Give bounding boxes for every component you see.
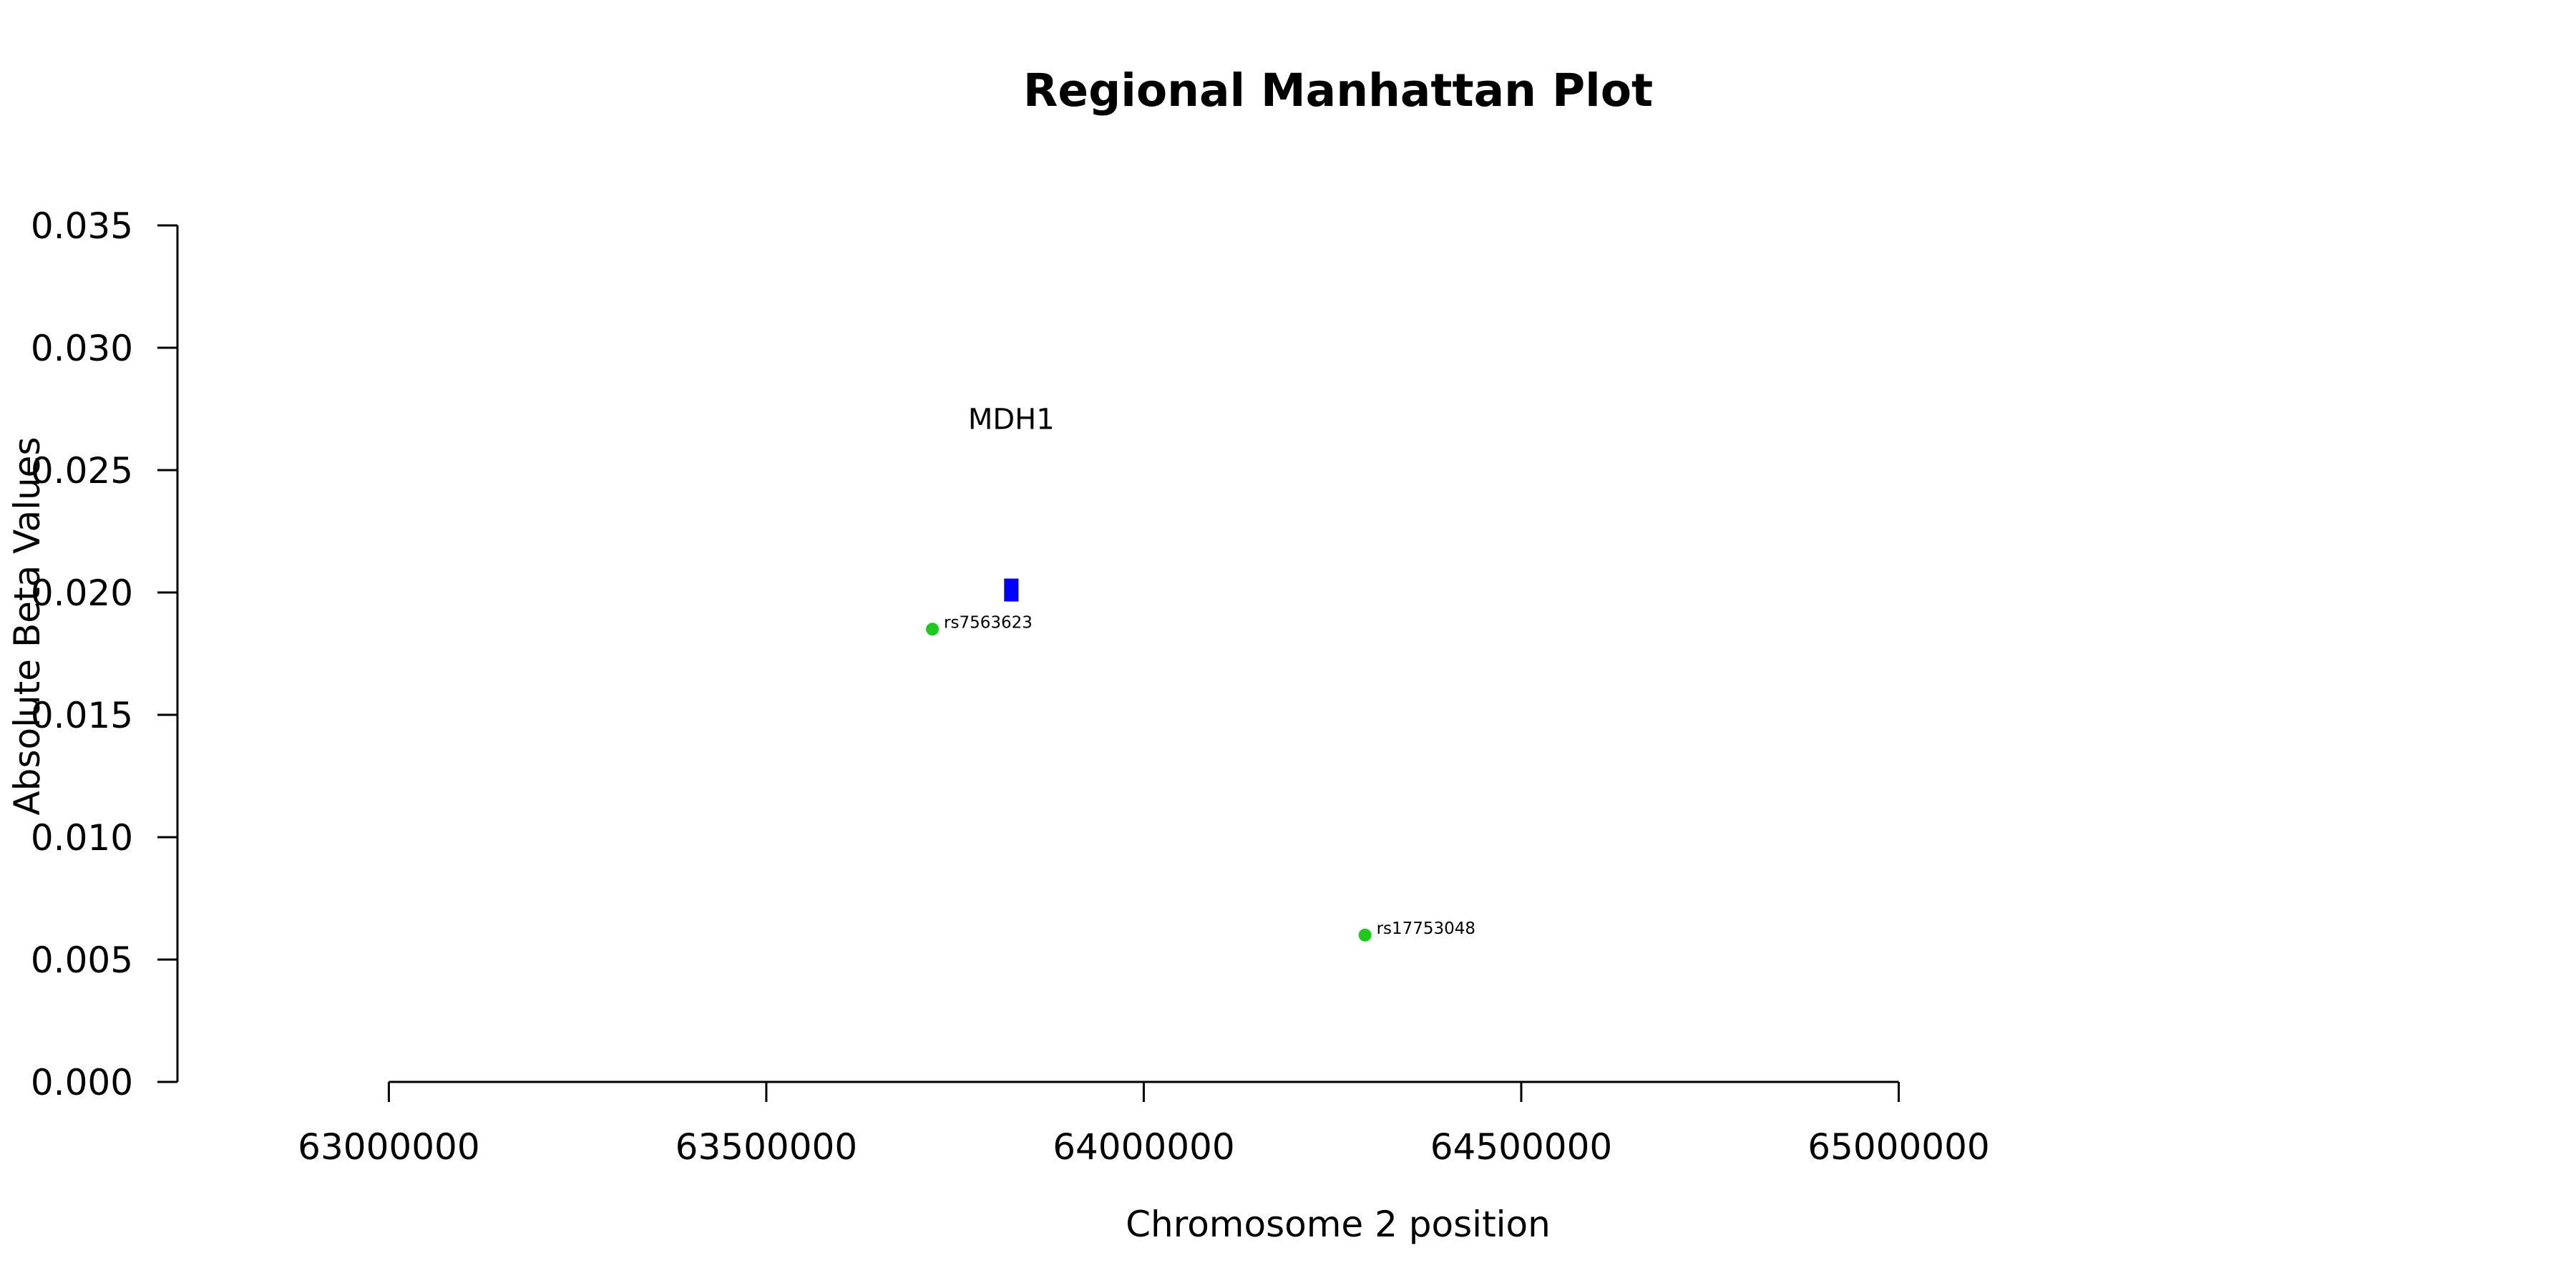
x-tick-label: 65000000: [1807, 1126, 1990, 1168]
y-tick-label: 0.025: [31, 450, 133, 492]
snp-label: rs17753048: [1377, 919, 1476, 938]
x-axis: 63000000 63500000 64000000 64500000 65000000: [298, 1080, 1990, 1168]
y-tick-label: 0.005: [31, 940, 133, 981]
x-tick-label: 63000000: [298, 1126, 480, 1168]
gene-marker: [1004, 578, 1019, 602]
snp-point: [926, 623, 940, 636]
x-axis-label: Chromosome 2 position: [1126, 1204, 1551, 1245]
chart-title: Regional Manhattan Plot: [1023, 64, 1653, 117]
x-tick-label: 64500000: [1430, 1126, 1613, 1168]
x-tick-label: 64000000: [1053, 1126, 1235, 1168]
gene-label: MDH1: [968, 404, 1055, 436]
snp-point: [1358, 928, 1372, 942]
y-tick-label: 0.030: [31, 328, 133, 369]
y-axis: 0.000 0.005 0.010 0.015 0.020 0.025 0.030 0.035: [31, 205, 179, 1103]
y-tick-label: 0.000: [31, 1062, 133, 1103]
y-tick-label: 0.010: [31, 817, 133, 859]
x-tick-label: 63500000: [675, 1126, 858, 1168]
y-axis-label: Absolute Beta Values: [6, 437, 48, 816]
y-tick-label: 0.020: [31, 572, 133, 614]
snp-label: rs7563623: [944, 613, 1033, 632]
y-tick-label: 0.035: [31, 205, 133, 247]
y-tick-label: 0.015: [31, 695, 133, 736]
plot-marks: MDH1 rs7563623 rs17753048: [926, 404, 1475, 942]
